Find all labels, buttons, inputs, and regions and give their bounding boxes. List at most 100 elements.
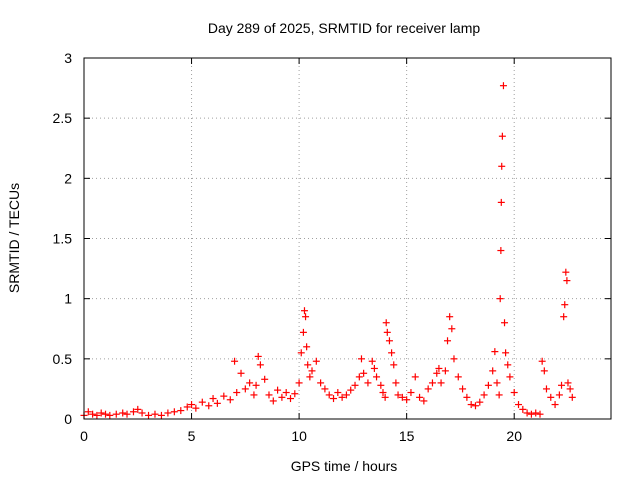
data-point — [504, 361, 512, 369]
data-point — [89, 410, 97, 418]
data-point — [123, 410, 131, 418]
data-point — [192, 404, 200, 412]
data-point — [471, 402, 479, 410]
data-point — [489, 367, 497, 375]
data-point — [547, 393, 555, 401]
data-point — [499, 82, 507, 90]
data-point — [360, 369, 368, 377]
data-point — [493, 379, 501, 387]
data-point — [325, 391, 333, 399]
data-point — [497, 198, 505, 206]
data-point — [351, 381, 359, 389]
data-point — [308, 367, 316, 375]
data-point — [484, 381, 492, 389]
grid — [84, 58, 611, 419]
data-point — [145, 411, 153, 419]
data-point — [269, 397, 277, 405]
data-point — [416, 393, 424, 401]
data-point — [523, 409, 531, 417]
data-point — [532, 409, 540, 417]
data-point — [312, 357, 320, 365]
data-point — [300, 307, 308, 315]
data-point — [342, 391, 350, 399]
data-point — [198, 398, 206, 406]
data-point — [498, 162, 506, 170]
data-point — [282, 389, 290, 397]
data-point — [564, 379, 572, 387]
data-point — [558, 381, 566, 389]
data-point — [295, 379, 303, 387]
data-point — [480, 391, 488, 399]
data-point — [237, 369, 245, 377]
data-point — [377, 381, 385, 389]
data-point — [265, 391, 273, 399]
data-point — [299, 328, 307, 336]
data-point — [134, 405, 142, 413]
data-point — [93, 411, 101, 419]
data-point — [188, 401, 196, 409]
data-point — [498, 132, 506, 140]
data-point — [407, 389, 415, 397]
data-point — [428, 379, 436, 387]
data-point — [256, 361, 264, 369]
ticks: 0 5 10 15 20 0 0.5 1 1.5 2 2.5 3 — [53, 50, 611, 444]
data-point — [302, 313, 310, 321]
plot-frame — [83, 57, 612, 420]
data-point — [519, 405, 527, 413]
data-point — [495, 391, 503, 399]
y-tick-label: 1.5 — [53, 231, 73, 247]
data-point — [411, 373, 419, 381]
data-point — [370, 364, 378, 372]
data-point — [355, 373, 363, 381]
chart-title: Day 289 of 2025, SRMTID for receiver lam… — [208, 20, 481, 36]
data-point — [437, 379, 445, 387]
data-point — [112, 410, 120, 418]
data-point — [501, 319, 509, 327]
data-point — [444, 337, 452, 345]
data-point — [506, 373, 514, 381]
data-point — [467, 401, 475, 409]
data-point — [424, 385, 432, 393]
y-tick-label: 3 — [64, 50, 72, 66]
data-point — [261, 375, 269, 383]
data-point — [291, 390, 299, 398]
data-point — [561, 301, 569, 309]
data-point — [394, 391, 402, 399]
data-point — [138, 409, 146, 417]
data-point — [497, 247, 505, 255]
data-point — [364, 379, 372, 387]
data-point — [476, 398, 484, 406]
data-point — [392, 379, 400, 387]
data-point — [385, 337, 393, 345]
data-point — [459, 385, 467, 393]
data-point — [278, 393, 286, 401]
data-point — [164, 409, 172, 417]
data-point — [213, 399, 221, 407]
data-point — [566, 385, 574, 393]
data-point — [274, 386, 282, 394]
data-point — [334, 389, 342, 397]
data-point — [542, 385, 550, 393]
data-points — [80, 82, 576, 419]
data-point — [527, 410, 535, 418]
data-point — [383, 328, 391, 336]
data-point — [338, 393, 346, 401]
data-point — [540, 367, 548, 375]
data-point — [502, 349, 510, 357]
data-point — [286, 395, 294, 403]
data-point — [373, 373, 381, 381]
data-point — [297, 349, 305, 357]
data-point — [241, 385, 249, 393]
data-point — [568, 393, 576, 401]
y-tick-label: 2.5 — [53, 110, 73, 126]
data-point — [129, 408, 137, 416]
data-point — [562, 268, 570, 276]
data-point — [420, 397, 428, 405]
data-point — [254, 352, 262, 360]
data-point — [317, 379, 325, 387]
data-point — [347, 386, 355, 394]
data-point — [433, 369, 441, 377]
data-point — [252, 381, 260, 389]
data-point — [382, 319, 390, 327]
data-point — [515, 401, 523, 409]
